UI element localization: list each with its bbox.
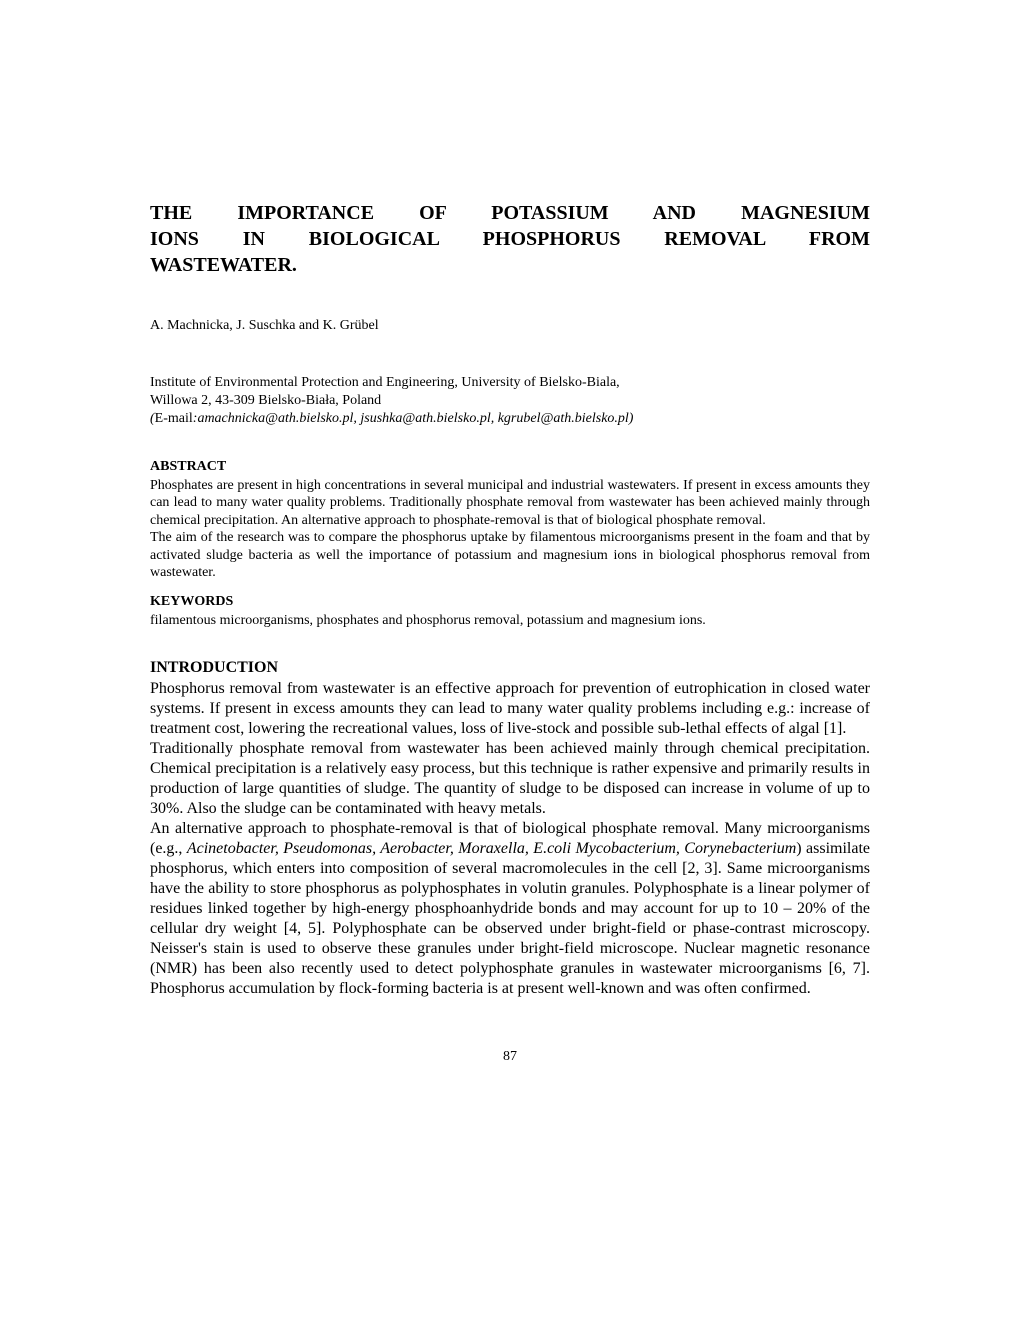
email-addresses: :amachnicka@ath.bielsko.pl, jsushka@ath.… [193,411,634,426]
page-number: 87 [150,1049,870,1065]
affiliation-line-2: Willowa 2, 43-309 Bielsko-Biała, Poland [150,392,870,410]
email-line: (E-mail:amachnicka@ath.bielsko.pl, jsush… [150,410,870,428]
abstract-heading: ABSTRACT [150,459,870,475]
intro-paragraph-1: Phosphorus removal from wastewater is an… [150,679,870,739]
intro-paragraph-3: An alternative approach to phosphate-rem… [150,819,870,999]
affiliation-block: Institute of Environmental Protection an… [150,374,870,429]
intro-p3-italic: Acinetobacter, Pseudomonas, Aerobacter, … [187,840,796,857]
title-line-3: WASTEWATER. [150,252,870,278]
title-line-2: IONS IN BIOLOGICAL PHOSPHORUS REMOVAL FR… [150,226,870,252]
abstract-body: Phosphates are present in high concentra… [150,477,870,582]
email-label: E-mail [155,411,193,426]
introduction-heading: INTRODUCTION [150,659,870,677]
paper-page: THE IMPORTANCE OF POTASSIUM AND MAGNESIU… [0,0,1020,1125]
keywords-text: filamentous microorganisms, phosphates a… [150,612,870,630]
paper-title: THE IMPORTANCE OF POTASSIUM AND MAGNESIU… [150,200,870,278]
abstract-p1: Phosphates are present in high concentra… [150,478,870,528]
abstract-p2: The aim of the research was to compare t… [150,530,870,580]
affiliation-line-1: Institute of Environmental Protection an… [150,374,870,392]
authors: A. Machnicka, J. Suschka and K. Grübel [150,318,870,334]
intro-paragraph-2: Traditionally phosphate removal from was… [150,739,870,819]
keywords-heading: KEYWORDS [150,594,870,610]
intro-p3-part-b: ) assimilate phosphorus, which enters in… [150,840,870,997]
title-line-1: THE IMPORTANCE OF POTASSIUM AND MAGNESIU… [150,200,870,226]
